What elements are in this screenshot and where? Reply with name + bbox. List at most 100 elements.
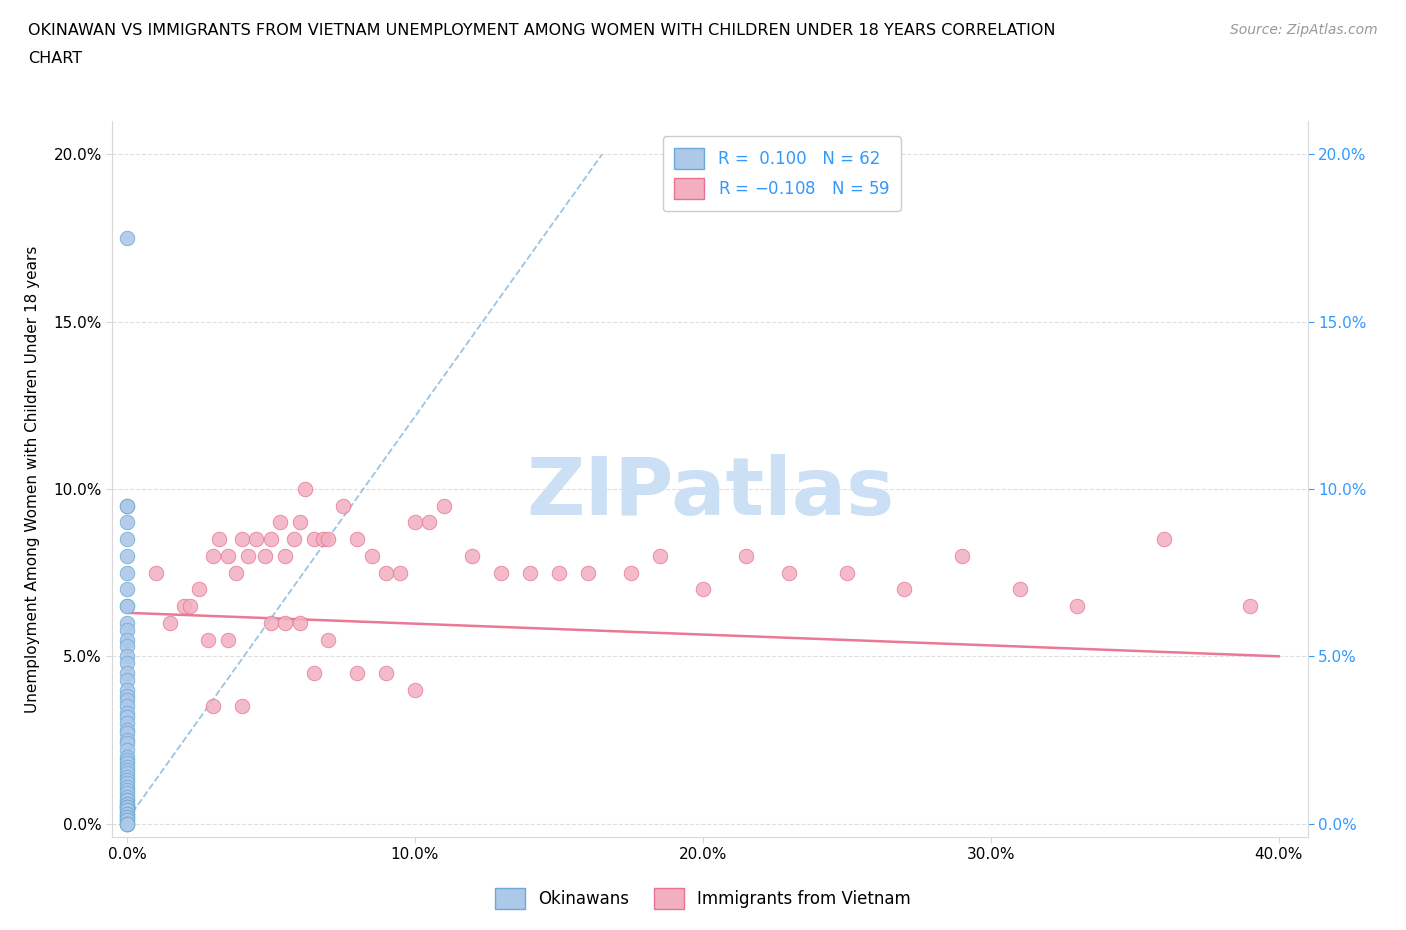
- Point: [254, 549, 277, 564]
- Point: [288, 616, 311, 631]
- Point: [115, 699, 138, 714]
- Point: [115, 813, 138, 828]
- Point: [404, 515, 426, 530]
- Point: [115, 763, 138, 777]
- Point: [115, 656, 138, 671]
- Point: [346, 666, 368, 681]
- Point: [115, 750, 138, 764]
- Point: [115, 769, 138, 784]
- Point: [225, 565, 247, 580]
- Point: [115, 582, 138, 597]
- Point: [115, 683, 138, 698]
- Point: [302, 666, 325, 681]
- Point: [893, 582, 915, 597]
- Point: [115, 565, 138, 580]
- Point: [115, 599, 138, 614]
- Point: [302, 532, 325, 547]
- Point: [950, 549, 973, 564]
- Point: [115, 800, 138, 815]
- Point: [115, 796, 138, 811]
- Point: [231, 532, 253, 547]
- Point: [519, 565, 541, 580]
- Point: [145, 565, 167, 580]
- Point: [375, 565, 398, 580]
- Point: [283, 532, 305, 547]
- Point: [115, 817, 138, 831]
- Point: [245, 532, 267, 547]
- Point: [115, 672, 138, 687]
- Point: [217, 549, 239, 564]
- Point: [778, 565, 800, 580]
- Point: [173, 599, 195, 614]
- Point: [318, 532, 340, 547]
- Legend: Okinawans, Immigrants from Vietnam: Okinawans, Immigrants from Vietnam: [486, 880, 920, 917]
- Point: [115, 803, 138, 817]
- Point: [418, 515, 440, 530]
- Point: [360, 549, 382, 564]
- Point: [1153, 532, 1175, 547]
- Point: [115, 817, 138, 831]
- Point: [115, 716, 138, 731]
- Point: [115, 549, 138, 564]
- Point: [115, 532, 138, 547]
- Point: [115, 736, 138, 751]
- Point: [294, 482, 316, 497]
- Point: [115, 733, 138, 748]
- Point: [115, 759, 138, 774]
- Point: [115, 779, 138, 794]
- Point: [115, 800, 138, 815]
- Point: [115, 632, 138, 647]
- Point: [236, 549, 259, 564]
- Point: [269, 515, 291, 530]
- Point: [115, 756, 138, 771]
- Point: [461, 549, 484, 564]
- Point: [115, 649, 138, 664]
- Point: [115, 622, 138, 637]
- Point: [288, 515, 311, 530]
- Point: [115, 725, 138, 740]
- Point: [231, 699, 253, 714]
- Point: [692, 582, 714, 597]
- Point: [115, 766, 138, 781]
- Point: [208, 532, 231, 547]
- Point: [547, 565, 569, 580]
- Point: [217, 632, 239, 647]
- Point: [115, 498, 138, 513]
- Point: [576, 565, 599, 580]
- Point: [115, 709, 138, 724]
- Point: [491, 565, 513, 580]
- Point: [332, 498, 354, 513]
- Point: [115, 817, 138, 831]
- Point: [115, 813, 138, 828]
- Point: [620, 565, 643, 580]
- Point: [648, 549, 671, 564]
- Point: [115, 803, 138, 817]
- Point: [115, 599, 138, 614]
- Point: [115, 706, 138, 721]
- Point: [433, 498, 456, 513]
- Point: [375, 666, 398, 681]
- Y-axis label: Unemployment Among Women with Children Under 18 years: Unemployment Among Women with Children U…: [25, 246, 39, 712]
- Point: [115, 783, 138, 798]
- Point: [115, 809, 138, 824]
- Point: [835, 565, 858, 580]
- Point: [115, 806, 138, 821]
- Point: [115, 666, 138, 681]
- Point: [187, 582, 209, 597]
- Point: [115, 639, 138, 654]
- Point: [115, 796, 138, 811]
- Point: [1008, 582, 1031, 597]
- Legend: R =  0.100   N = 62, R = $-$0.108   N = 59: R = 0.100 N = 62, R = $-$0.108 N = 59: [662, 137, 901, 211]
- Point: [115, 692, 138, 707]
- Point: [115, 498, 138, 513]
- Point: [115, 809, 138, 824]
- Point: [1066, 599, 1088, 614]
- Point: [346, 532, 368, 547]
- Point: [115, 773, 138, 788]
- Point: [274, 549, 297, 564]
- Point: [115, 742, 138, 757]
- Point: [318, 632, 340, 647]
- Point: [404, 683, 426, 698]
- Text: OKINAWAN VS IMMIGRANTS FROM VIETNAM UNEMPLOYMENT AMONG WOMEN WITH CHILDREN UNDER: OKINAWAN VS IMMIGRANTS FROM VIETNAM UNEM…: [28, 23, 1056, 38]
- Point: [115, 689, 138, 704]
